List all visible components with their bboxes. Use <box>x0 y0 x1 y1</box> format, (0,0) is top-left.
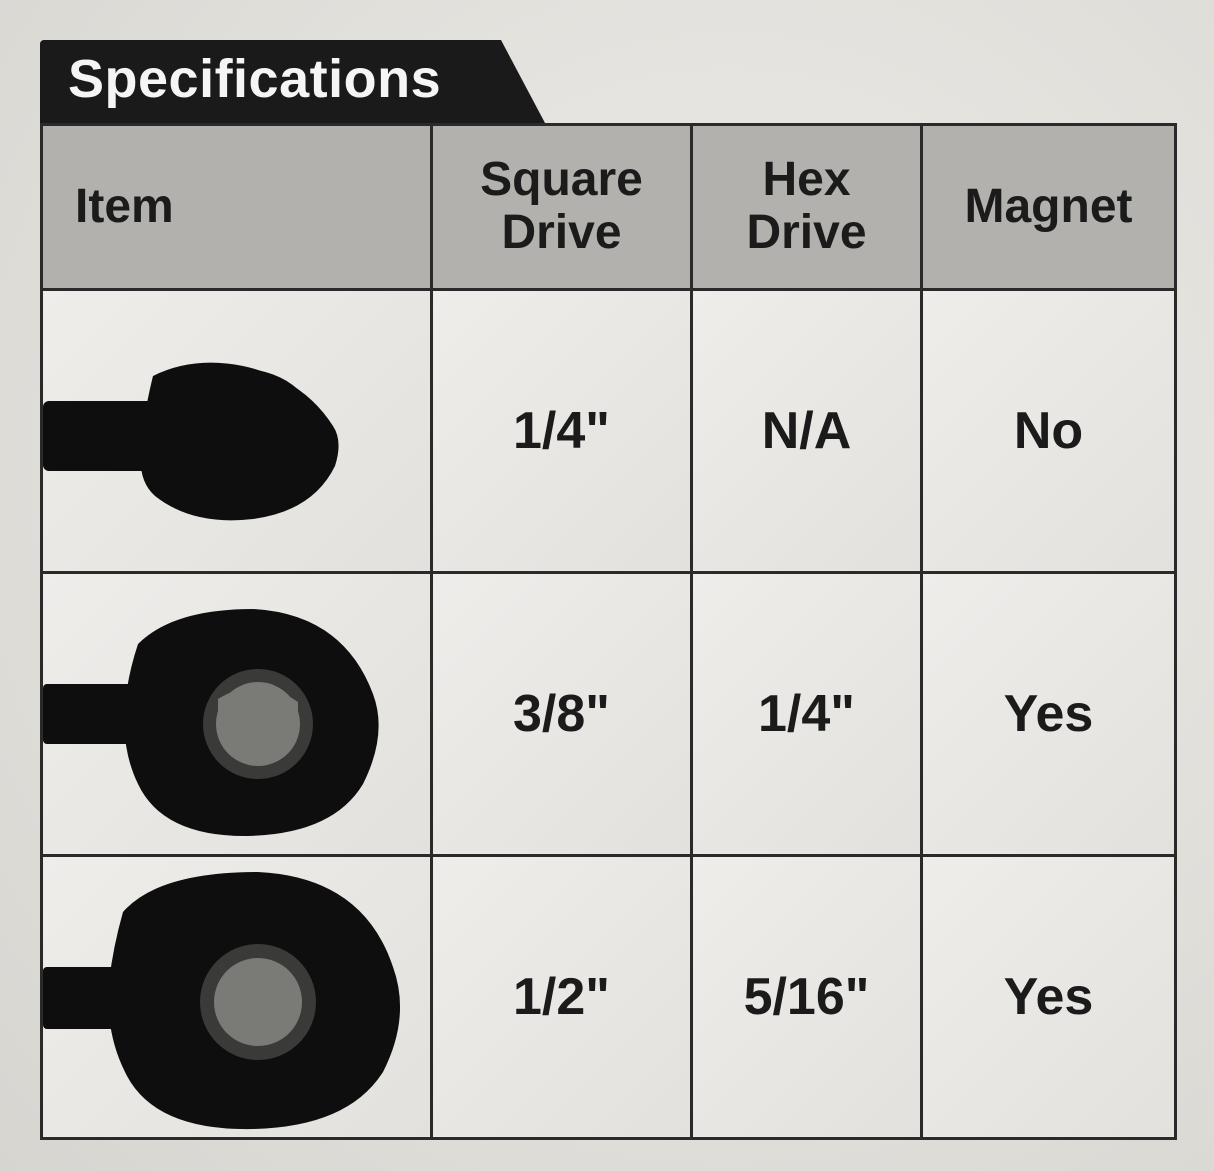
hex-drive-cell: 5/16" <box>692 855 922 1138</box>
col-header-item-label: Item <box>75 180 174 233</box>
item-cell <box>42 572 432 855</box>
adapter-medium-magnet-icon <box>43 574 430 854</box>
hex-drive-value: 1/4" <box>758 685 855 743</box>
magnet-cell: Yes <box>922 855 1176 1138</box>
magnet-cell: No <box>922 289 1176 572</box>
col-header-hex-drive-label: Hex Drive <box>746 153 866 259</box>
square-drive-cell: 1/4" <box>432 289 692 572</box>
col-header-item: Item <box>42 125 432 290</box>
square-drive-cell: 1/2" <box>432 855 692 1138</box>
col-header-hex-drive: Hex Drive <box>692 125 922 290</box>
item-cell <box>42 855 432 1138</box>
square-drive-value: 1/2" <box>513 968 610 1026</box>
tab-title: Specifications <box>68 49 441 109</box>
table-row: 1/4" N/A No <box>42 289 1176 572</box>
hex-drive-value: N/A <box>762 402 852 460</box>
table-row: 3/8" 1/4" Yes <box>42 572 1176 855</box>
item-cell <box>42 289 432 572</box>
col-header-square-drive-label: Square Drive <box>480 153 643 259</box>
magnet-value: No <box>1014 402 1083 460</box>
adapter-small-icon <box>43 291 430 571</box>
table-header-row: Item Square Drive Hex Drive Magnet <box>42 125 1176 290</box>
col-header-magnet-label: Magnet <box>965 180 1133 233</box>
square-drive-cell: 3/8" <box>432 572 692 855</box>
hex-drive-cell: N/A <box>692 289 922 572</box>
specifications-tab: Specifications <box>40 40 501 123</box>
magnet-value: Yes <box>1004 685 1094 743</box>
magnet-cell: Yes <box>922 572 1176 855</box>
table-row: 1/2" 5/16" Yes <box>42 855 1176 1138</box>
hex-drive-value: 5/16" <box>744 968 870 1026</box>
magnet-value: Yes <box>1004 968 1094 1026</box>
square-drive-value: 3/8" <box>513 685 610 743</box>
col-header-magnet: Magnet <box>922 125 1176 290</box>
col-header-square-drive: Square Drive <box>432 125 692 290</box>
hex-drive-cell: 1/4" <box>692 572 922 855</box>
adapter-large-magnet-icon <box>43 857 430 1137</box>
square-drive-value: 1/4" <box>513 402 610 460</box>
specifications-table: Item Square Drive Hex Drive Magnet <box>40 123 1177 1140</box>
